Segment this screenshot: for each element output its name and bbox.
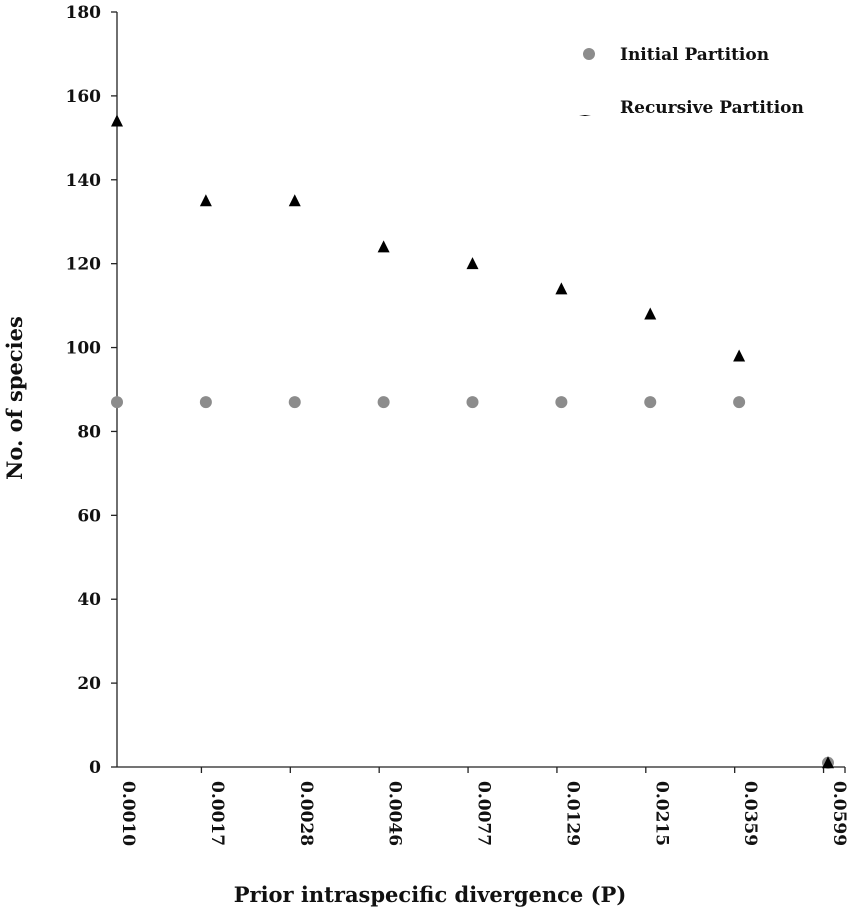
recursive-partition-point bbox=[644, 307, 657, 320]
x-tick-label: 0.0215 bbox=[651, 781, 671, 846]
initial-partition-point bbox=[377, 396, 390, 409]
recursive-partition-point bbox=[466, 257, 479, 270]
recursive-partition-point bbox=[288, 194, 301, 207]
legend-marker-initial-partition bbox=[583, 48, 595, 60]
x-tick-label: 0.0077 bbox=[474, 781, 494, 846]
x-tick-label: 0.0017 bbox=[207, 781, 227, 846]
y-tick-label: 60 bbox=[77, 506, 101, 526]
recursive-partition-point bbox=[555, 282, 568, 295]
initial-partition-point bbox=[199, 396, 212, 409]
legend-label-recursive-partition: Recursive Partition bbox=[620, 98, 804, 118]
x-tick-label: 0.0359 bbox=[740, 781, 760, 846]
y-tick-label: 140 bbox=[66, 171, 102, 191]
x-tick-label: 0.0010 bbox=[118, 781, 138, 846]
initial-partition-point bbox=[466, 396, 479, 409]
y-tick-label: 160 bbox=[66, 87, 102, 107]
x-tick-label: 0.0028 bbox=[296, 781, 316, 846]
y-tick-label: 120 bbox=[66, 255, 102, 275]
recursive-partition-point bbox=[377, 240, 390, 253]
recursive-partition-point bbox=[199, 194, 212, 207]
y-tick-label: 180 bbox=[66, 3, 102, 23]
x-tick-label: 0.0046 bbox=[385, 781, 405, 846]
x-tick-label: 0.0129 bbox=[562, 781, 582, 846]
recursive-partition-point bbox=[822, 756, 834, 769]
y-tick-label: 80 bbox=[77, 422, 101, 442]
legend-label-initial-partition: Initial Partition bbox=[620, 45, 769, 65]
y-tick-label: 0 bbox=[89, 758, 101, 778]
x-axis-title: Prior intraspecific divergence (P) bbox=[234, 882, 627, 907]
x-tick-label: 0.0599 bbox=[829, 781, 849, 846]
legend-marker-recursive-partition bbox=[579, 115, 591, 116]
y-tick-label: 20 bbox=[77, 674, 101, 694]
initial-partition-point bbox=[111, 396, 123, 409]
y-tick-labels: 0 20 40 60 80 100 120 140 160 180 bbox=[66, 3, 102, 778]
recursive-partition-point bbox=[733, 349, 746, 362]
initial-partition-point bbox=[288, 396, 301, 409]
legend: Initial Partition Recursive Partition bbox=[579, 45, 804, 118]
axes bbox=[111, 11, 846, 773]
data-markers bbox=[111, 114, 834, 769]
initial-partition-point bbox=[555, 396, 568, 409]
y-tick-label: 100 bbox=[66, 339, 102, 359]
y-axis-title: No. of species bbox=[2, 316, 27, 480]
initial-partition-point bbox=[733, 396, 746, 409]
y-tick-label: 40 bbox=[77, 590, 101, 610]
initial-partition-point bbox=[644, 396, 657, 409]
x-tick-labels: 0.0010 0.0017 0.0028 0.0046 0.0077 0.0129 0.02… bbox=[118, 781, 849, 846]
recursive-partition-point bbox=[111, 114, 123, 127]
